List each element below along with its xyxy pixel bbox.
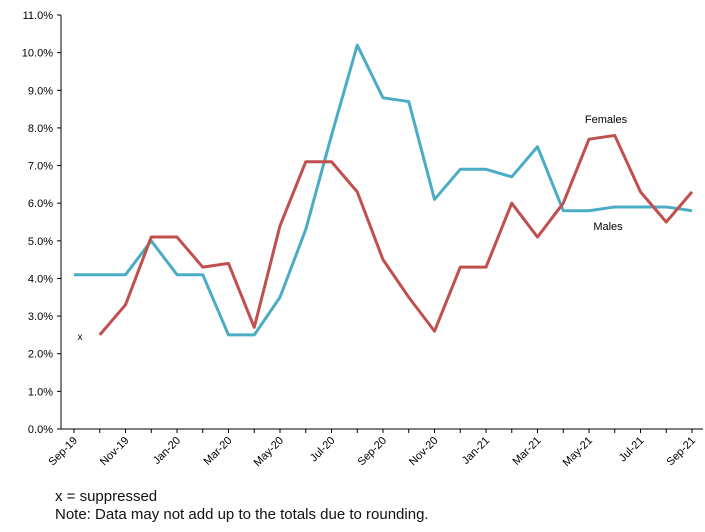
series-line: [98, 133, 694, 336]
x-tick-label: Jul-21: [617, 435, 647, 465]
x-tick-label: Mar-20: [201, 435, 234, 468]
note: x = suppressed: [55, 488, 158, 505]
annotation: x: [78, 332, 83, 343]
y-tick-label: 3.0%: [28, 311, 53, 323]
y-tick-label: 10.0%: [22, 48, 53, 60]
y-tick-label: 1.0%: [28, 386, 53, 398]
y-tick-label: 9.0%: [28, 85, 53, 97]
x-tick-label: Nov-20: [407, 435, 441, 469]
x-tick-label: Jul-20: [308, 435, 338, 465]
note: Note: Data may not add up to the totals …: [55, 506, 429, 523]
x-tick-label: May-20: [252, 435, 286, 469]
chart: 0.0% 1.0% 2.0% 3.0% 4.0% 5.0% 6.0% 7.0% 8.0% 9.0%…: [22, 10, 703, 469]
y-tick-label: 7.0%: [28, 161, 53, 173]
y-tick-label: 4.0%: [28, 273, 53, 285]
y-tick-label: 11.0%: [23, 10, 54, 22]
y-tick-label: 2.0%: [28, 349, 53, 361]
y-tick-label: 0.0%: [28, 424, 53, 436]
x-tick-label: Nov-19: [98, 435, 132, 469]
x-tick-label: Sep-21: [665, 435, 699, 469]
y-tick-label: 5.0%: [28, 236, 53, 248]
x-tick-label: Sep-19: [47, 435, 81, 469]
x-tick-label: Sep-20: [356, 435, 390, 469]
y-tick-label: 8.0%: [28, 123, 53, 135]
y-tick-label: 6.0%: [28, 198, 53, 210]
series-label: Females: [585, 114, 628, 126]
series-line: [74, 43, 693, 337]
series-label: Males: [593, 221, 623, 233]
x-tick-label: Jan-20: [151, 435, 183, 467]
x-tick-label: May-21: [561, 435, 595, 469]
x-tick-label: Mar-21: [510, 435, 543, 468]
x-tick-label: Jan-21: [460, 435, 492, 467]
